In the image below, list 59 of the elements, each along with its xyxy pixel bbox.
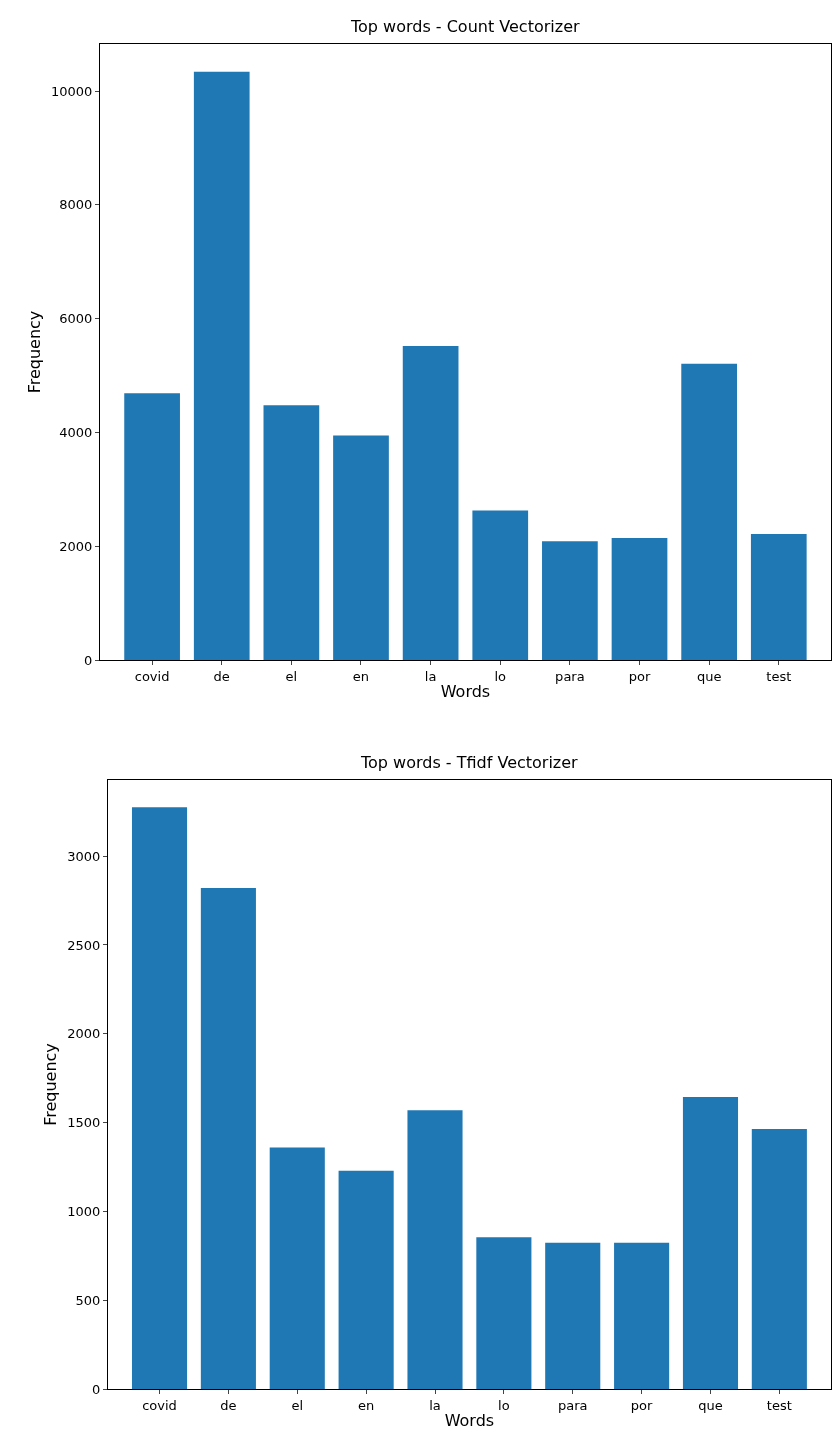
x-tick-label: la (429, 1397, 441, 1413)
bar (402, 346, 459, 661)
x-tick-label: el (291, 1397, 304, 1413)
y-tick-label: 500 (75, 1292, 101, 1308)
x-tick-label: test (766, 668, 792, 684)
y-tick-label: 0 (91, 1381, 101, 1397)
y-tick-label: 3000 (67, 848, 101, 864)
y-tick-label: 6000 (59, 311, 93, 327)
y-tick-label: 2000 (59, 539, 93, 555)
bar (200, 888, 256, 1390)
bar (472, 510, 529, 661)
x-tick-label: test (766, 1397, 792, 1413)
bar (338, 1170, 394, 1390)
y-tick-label: 0 (84, 652, 93, 668)
x-tick-label: el (285, 668, 298, 684)
bar (545, 1242, 601, 1390)
chart-title: Top words - Tfidf Vectorizer (360, 753, 579, 772)
x-tick-label: lo (498, 1397, 510, 1413)
x-tick-label: de (213, 668, 230, 684)
x-tick-label: por (628, 668, 651, 684)
x-tick-label: para (555, 668, 585, 684)
bar (124, 393, 180, 661)
y-tick-label: 10000 (50, 83, 93, 99)
bar (614, 1242, 670, 1390)
x-tick-label: covid (142, 1397, 177, 1413)
bar (750, 533, 807, 661)
y-tick-label: 1500 (67, 1115, 101, 1131)
x-axis-title: Words (444, 1410, 495, 1430)
x-tick-label: para (557, 1397, 588, 1413)
bar (751, 1128, 807, 1390)
x-axis-title: Words (440, 681, 491, 701)
x-tick-label: que (698, 1397, 723, 1413)
x-tick-label: en (352, 668, 370, 684)
bar (269, 1147, 325, 1390)
y-axis-title: Frequency (41, 1043, 61, 1126)
x-tick-label: covid (134, 668, 170, 684)
y-tick-label: 2500 (67, 937, 101, 953)
x-tick-label: de (220, 1397, 237, 1413)
y-tick-label: 8000 (59, 197, 93, 213)
bar (682, 1096, 739, 1390)
x-tick-label: por (630, 1397, 654, 1413)
bar (333, 435, 389, 661)
bar (263, 405, 320, 661)
bar (193, 71, 250, 661)
x-tick-label: que (696, 668, 722, 684)
y-tick-label: 1000 (67, 1204, 101, 1220)
y-tick-label: 2000 (67, 1026, 101, 1042)
x-tick-label: la (424, 668, 437, 684)
bar (611, 537, 668, 661)
bar (131, 807, 188, 1390)
x-tick-label: en (358, 1397, 375, 1413)
y-tick-label: 4000 (59, 425, 93, 441)
bar (542, 541, 598, 661)
x-tick-label: lo (494, 668, 507, 684)
bar (476, 1237, 532, 1390)
bar (681, 363, 737, 661)
bar (407, 1110, 463, 1390)
y-axis-title: Frequency (24, 310, 44, 394)
chart-title: Top words - Count Vectorizer (350, 17, 580, 36)
